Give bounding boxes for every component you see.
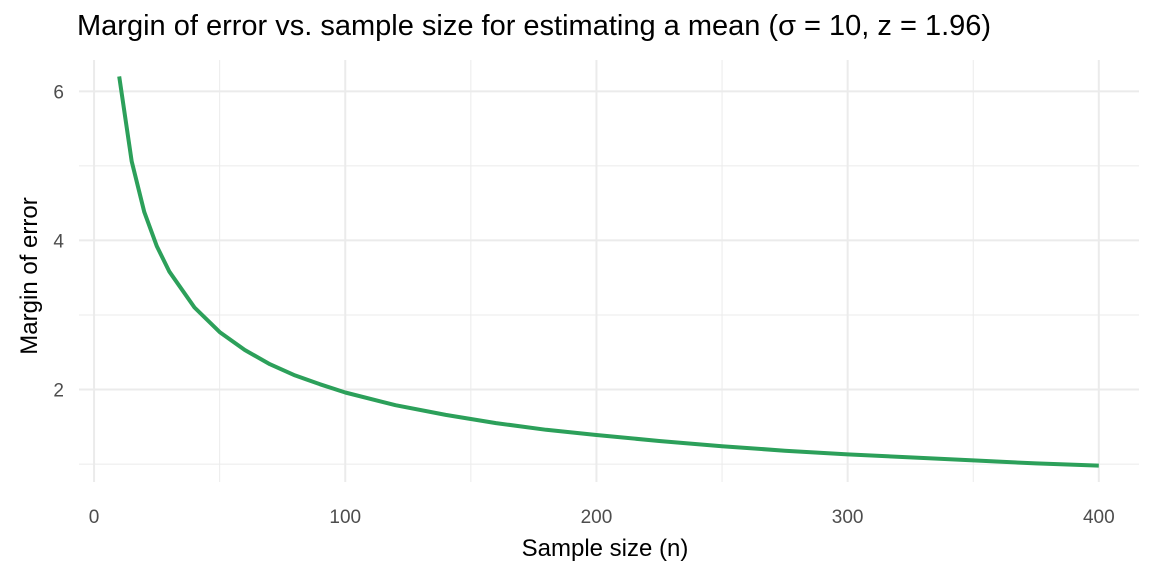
x-axis-ticks: 0 100 200 300 400 <box>89 507 1115 528</box>
major-gridlines <box>79 60 1139 482</box>
x-tick-label: 200 <box>581 507 613 528</box>
minor-gridlines <box>79 60 1139 482</box>
x-tick-label: 400 <box>1083 507 1115 528</box>
y-tick-label: 6 <box>53 82 64 103</box>
x-axis-title: Sample size (n) <box>522 535 689 562</box>
plot-panel <box>79 60 1139 482</box>
series-line <box>117 76 1099 468</box>
x-tick-label: 100 <box>329 507 361 528</box>
y-tick-label: 2 <box>53 381 64 402</box>
x-tick-label: 300 <box>832 507 864 528</box>
y-tick-label: 4 <box>53 231 64 252</box>
y-axis-ticks: 2 4 6 <box>53 82 64 401</box>
chart-title: Margin of error vs. sample size for esti… <box>77 10 992 42</box>
y-axis-title: Margin of error <box>16 197 43 354</box>
x-tick-label: 0 <box>89 507 100 528</box>
series-group <box>117 76 1099 468</box>
